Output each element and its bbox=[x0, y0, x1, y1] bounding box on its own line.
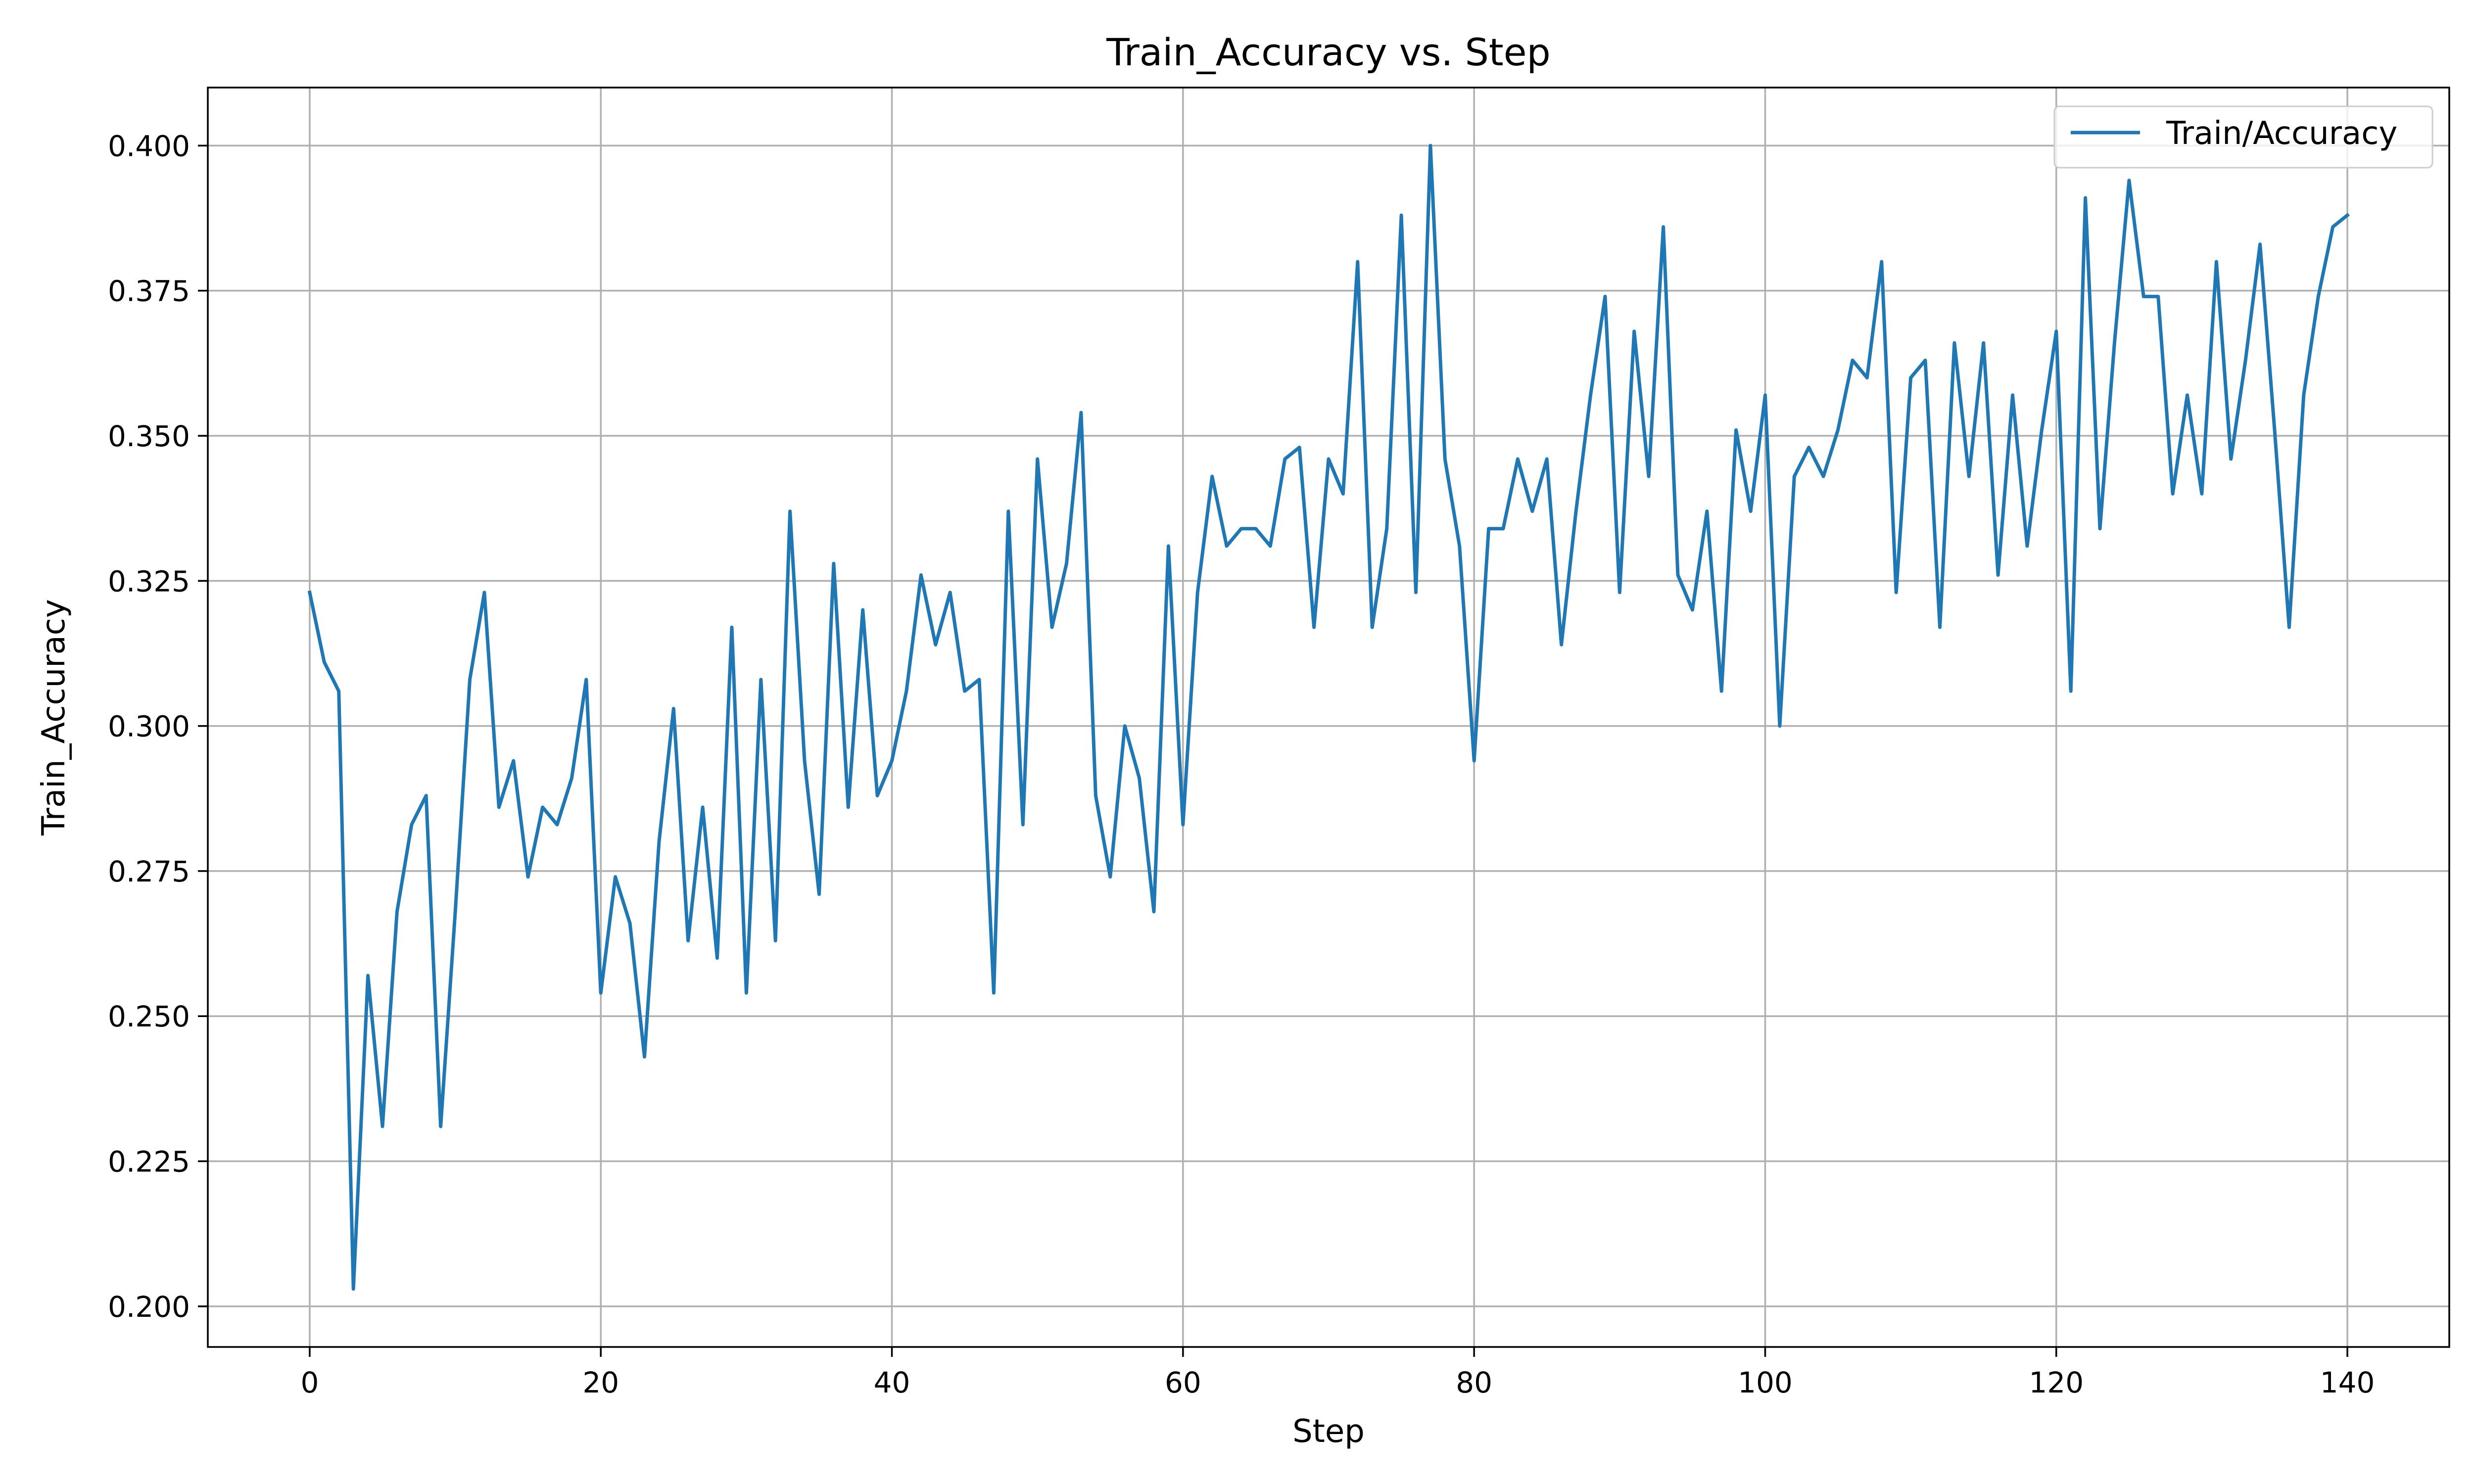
y-tick-label: 0.275 bbox=[108, 855, 190, 888]
y-tick-label: 0.350 bbox=[108, 419, 190, 453]
x-tick-label: 80 bbox=[1456, 1366, 1492, 1399]
x-tick-label: 20 bbox=[582, 1366, 619, 1399]
x-tick-label: 120 bbox=[2029, 1366, 2084, 1399]
y-tick-label: 0.400 bbox=[108, 129, 190, 163]
y-tick-label: 0.225 bbox=[108, 1145, 190, 1179]
y-tick-label: 0.375 bbox=[108, 275, 190, 308]
chart-title: Train_Accuracy vs. Step bbox=[1106, 30, 1550, 74]
x-tick-label: 60 bbox=[1165, 1366, 1201, 1399]
legend-label: Train/Accuracy bbox=[2166, 115, 2397, 152]
legend: Train/Accuracy bbox=[2053, 105, 2433, 169]
y-tick-label: 0.300 bbox=[108, 710, 190, 743]
x-tick-label: 40 bbox=[874, 1366, 910, 1399]
series-line bbox=[307, 143, 2350, 1291]
x-axis-ticks: 0 20 40 60 80 100 120 140 bbox=[300, 1347, 2375, 1399]
y-axis-label: Train_Accuracy bbox=[36, 599, 72, 836]
y-tick-label: 0.200 bbox=[108, 1290, 190, 1324]
x-axis-label: Step bbox=[1292, 1413, 1365, 1450]
y-tick-label: 0.325 bbox=[108, 564, 190, 598]
series-layer bbox=[307, 143, 2350, 1291]
y-axis-ticks: 0.200 0.225 0.250 0.275 0.300 0.325 0.350 0.375… bbox=[108, 129, 208, 1324]
x-tick-label: 140 bbox=[2320, 1366, 2375, 1399]
x-tick-label: 0 bbox=[300, 1366, 319, 1399]
legend-box bbox=[2053, 105, 2433, 169]
y-tick-label: 0.250 bbox=[108, 1000, 190, 1033]
plot-frame bbox=[207, 87, 2450, 1348]
x-tick-label: 100 bbox=[1738, 1366, 1793, 1399]
